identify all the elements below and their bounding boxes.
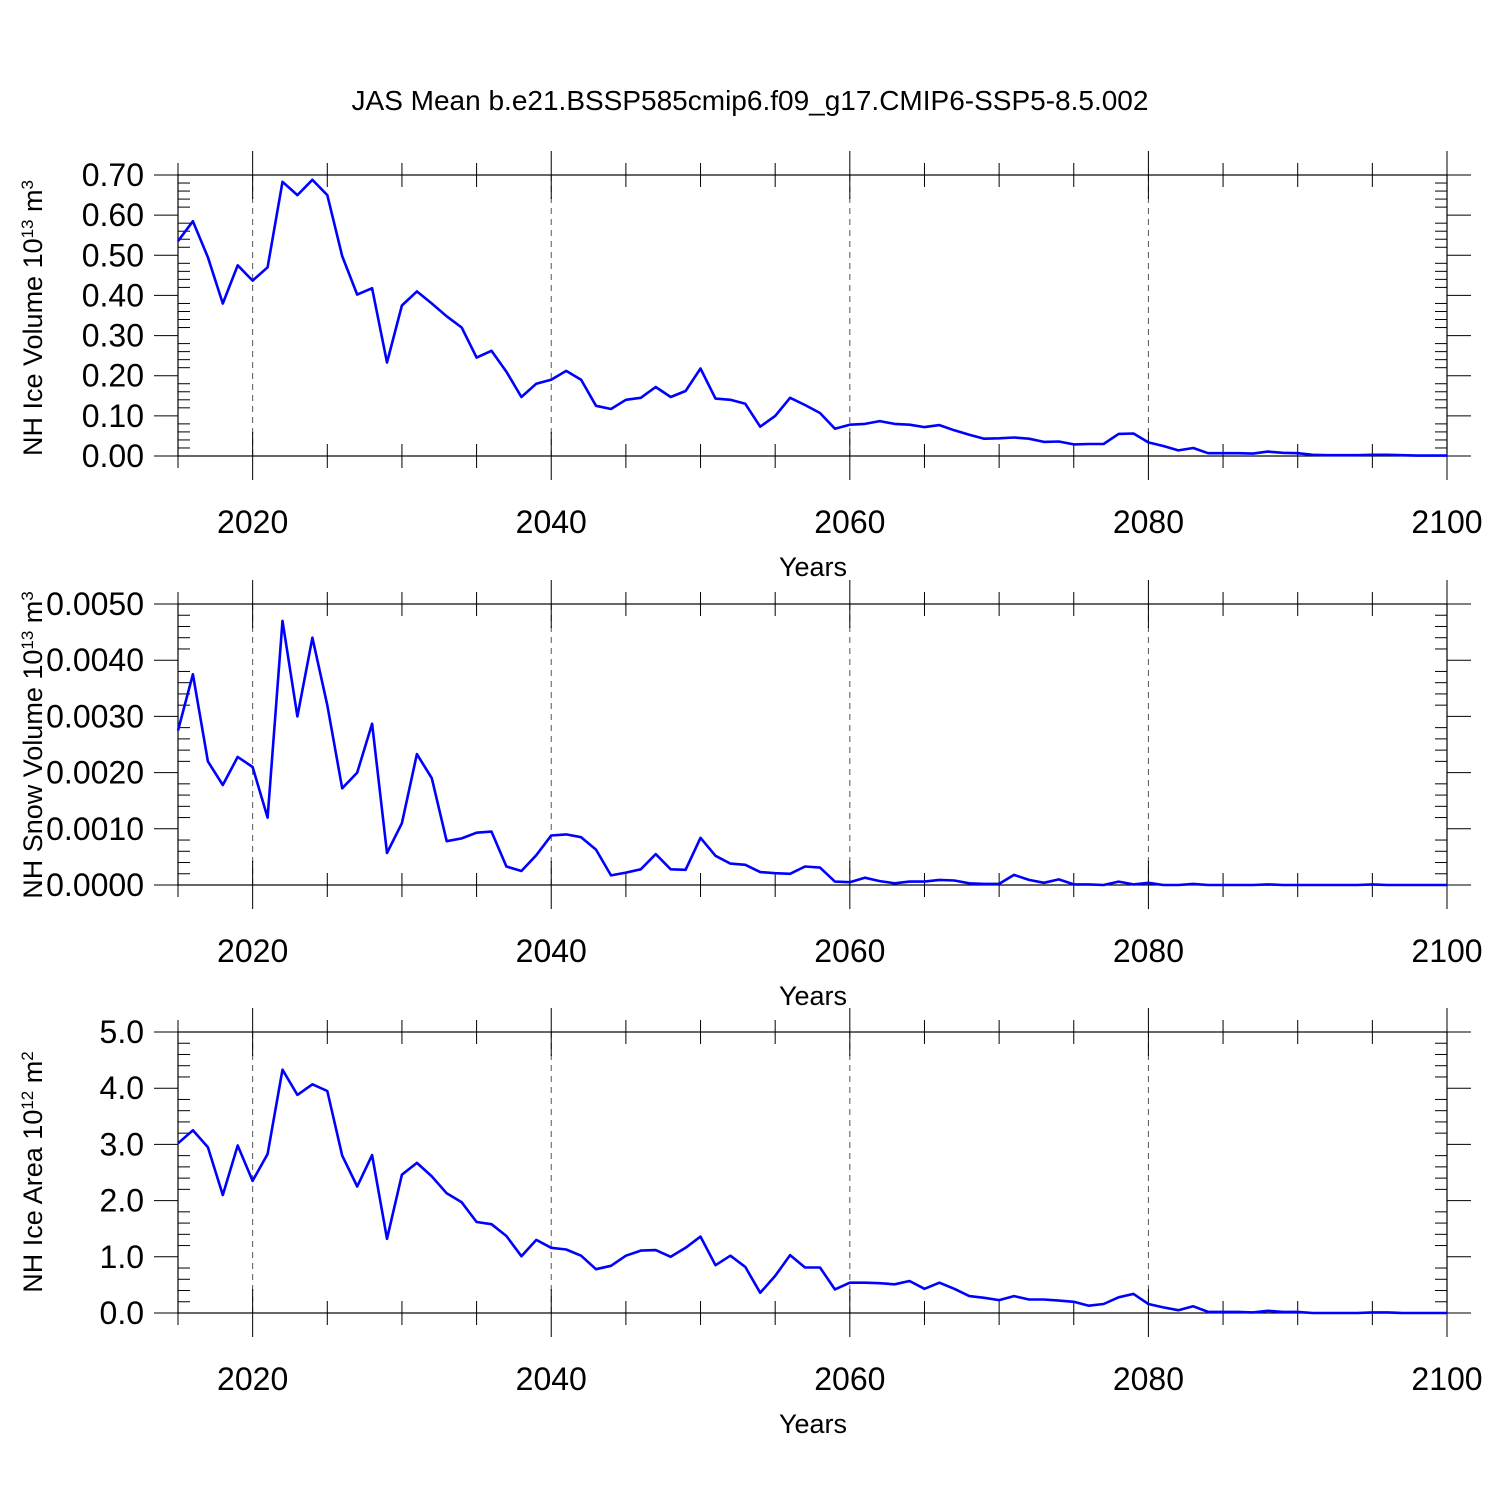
y-tick-label: 0.0000: [46, 867, 144, 903]
y-tick-label: 0.60: [82, 197, 144, 233]
y-tick-label: 3.0: [100, 1126, 144, 1162]
y-tick-label: 0.0010: [46, 811, 144, 847]
nh-ice-area-series-line: [177, 1068, 1447, 1315]
x-tick-label: 2100: [1411, 1361, 1482, 1397]
y-tick-label: 0.0040: [46, 642, 144, 678]
plot-frame: [177, 174, 1448, 457]
y-tick-label: 0.0030: [46, 698, 144, 734]
y-tick-label: 0.20: [82, 358, 144, 394]
x-tick-label: 2020: [217, 504, 288, 540]
y-axis-title-part: NH Ice Volume 10: [18, 238, 48, 456]
y-tick-label: 0.70: [82, 157, 144, 193]
y-axis-title-superscript: 3: [18, 591, 37, 600]
x-axis-title: Years: [779, 1409, 847, 1439]
y-tick-label: 5.0: [100, 1014, 144, 1050]
x-tick-label: 2060: [814, 504, 885, 540]
y-tick-label: 0.0020: [46, 755, 144, 791]
y-axis-title-part: m: [18, 189, 48, 212]
y-axis-title-part: NH Snow Volume 10: [18, 650, 48, 899]
nh-ice-volume-series-line: [176, 178, 1447, 457]
y-axis-title-superscript: 12: [18, 1091, 37, 1110]
x-tick-label: 2040: [516, 504, 587, 540]
figure-title: JAS Mean b.e21.BSSP585cmip6.f09_g17.CMIP…: [352, 85, 1149, 116]
y-axis-title-space: [18, 212, 48, 220]
y-tick-label: 0.0050: [46, 586, 144, 622]
x-tick-label: 2020: [217, 933, 288, 969]
x-tick-label: 2040: [516, 933, 587, 969]
y-tick-label: 1.0: [100, 1239, 144, 1275]
x-tick-label: 2060: [814, 1361, 885, 1397]
x-tick-label: 2080: [1113, 933, 1184, 969]
x-tick-label: 2060: [814, 933, 885, 969]
x-tick-label: 2080: [1113, 504, 1184, 540]
y-axis-title-superscript: 2: [18, 1051, 37, 1060]
x-tick-label: 2100: [1411, 504, 1482, 540]
y-tick-label: 0.30: [82, 318, 144, 354]
y-tick-label: 0.0: [100, 1295, 144, 1331]
panels: 0.00 0.10 0.20 0.30 0.40 0.50 0.60 0.70 2020 2040…: [18, 151, 1483, 1439]
y-axis-title-part: m: [18, 1061, 48, 1084]
plot-frame: [177, 603, 1448, 886]
x-tick-label: 2020: [217, 1361, 288, 1397]
x-tick-label: 2040: [516, 1361, 587, 1397]
nh-ice-volume-panel: 0.00 0.10 0.20 0.30 0.40 0.50 0.60 0.70 2020 2040…: [18, 151, 1483, 582]
nh-snow-volume-panel: 0.0000 0.0010 0.0020 0.0030 0.0040 0.0050 2020…: [18, 580, 1483, 1011]
x-axis-title: Years: [779, 981, 847, 1011]
y-axis-title: NH Ice Area 1012 m2: [18, 1051, 49, 1293]
y-axis-title-part: m: [18, 601, 48, 624]
y-axis-title-part: NH Ice Area 10: [18, 1110, 48, 1293]
y-axis-title-space: [18, 1083, 48, 1091]
nh-ice-area-panel: 0.0 1.0 2.0 3.0 4.0 5.0 2020 2040 2060 2080 2100 Ye…: [18, 1008, 1483, 1439]
y-tick-label: 0.10: [82, 398, 144, 434]
y-axis-title: NH Snow Volume 1013 m3: [18, 591, 49, 899]
y-axis-title-superscript: 13: [18, 219, 37, 238]
y-axis-title-superscript: 13: [18, 631, 37, 650]
plot-frame: [177, 1031, 1448, 1314]
y-axis-title-space: [18, 623, 48, 631]
x-tick-label: 2100: [1411, 933, 1482, 969]
x-axis-title: Years: [779, 552, 847, 582]
y-tick-label: 0.40: [82, 277, 144, 313]
nh-snow-volume-series-line: [176, 619, 1447, 887]
y-tick-label: 2.0: [100, 1183, 144, 1219]
y-tick-label: 4.0: [100, 1070, 144, 1106]
y-tick-label: 0.00: [82, 438, 144, 474]
y-axis-title: NH Ice Volume 1013 m3: [18, 180, 49, 456]
y-tick-label: 0.50: [82, 237, 144, 273]
y-axis-title-superscript: 3: [18, 180, 37, 189]
x-tick-label: 2080: [1113, 1361, 1184, 1397]
